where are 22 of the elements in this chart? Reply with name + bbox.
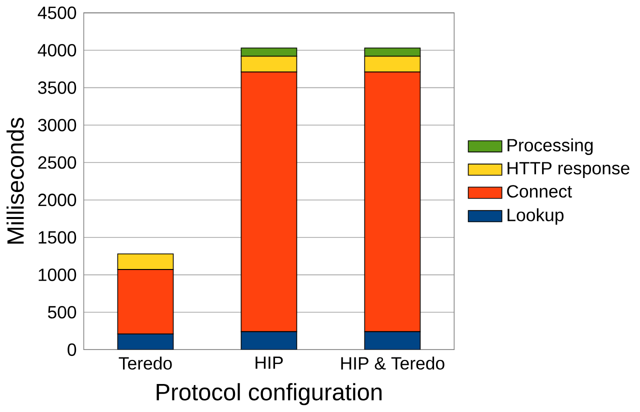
x-tick-label: HIP <box>256 356 283 369</box>
x-axis-title: Protocol configuration <box>156 383 382 406</box>
legend-label: HTTP response <box>508 162 630 178</box>
bar <box>240 331 298 350</box>
bar <box>117 334 174 350</box>
y-tick-label: 1000 <box>38 268 76 282</box>
y-tick-label: 3500 <box>38 82 76 94</box>
y-axis-title: Milliseconds <box>6 118 24 244</box>
legend-label: Lookup <box>508 208 564 225</box>
y-tick-label: 4000 <box>38 44 76 57</box>
bar <box>364 331 421 350</box>
y-tick-label: 500 <box>48 306 76 319</box>
y-tick-label: 4500 <box>38 6 76 20</box>
y-tick-label: 1500 <box>38 231 76 244</box>
x-tick-label: HIP & Teredo <box>341 356 444 370</box>
y-tick-label: 2000 <box>38 194 76 206</box>
legend-label: Connect <box>507 185 572 198</box>
x-tick-label: Teredo <box>118 356 172 370</box>
y-tick-label: 2500 <box>38 156 76 169</box>
y-tick-label: 0 <box>68 344 76 356</box>
legend-label: Processing <box>508 138 593 156</box>
y-tick-label: 3000 <box>38 118 76 132</box>
